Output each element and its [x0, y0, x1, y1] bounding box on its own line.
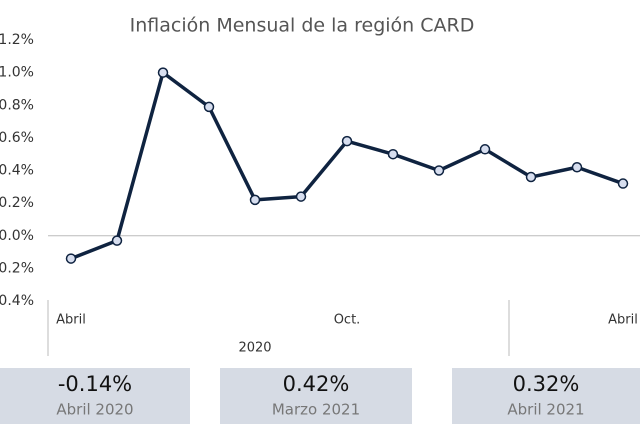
point [617, 178, 629, 189]
y-tick-label: -0.2% [0, 260, 34, 276]
point [479, 144, 491, 155]
x-tick-label: Abril [56, 313, 86, 328]
card-value: 0.32% [513, 372, 580, 396]
card-value: 0.42% [283, 372, 350, 396]
card [452, 368, 640, 424]
card-label: Abril 2021 [507, 401, 584, 419]
card-label: Marzo 2021 [272, 401, 360, 419]
y-tick-label: 0.2% [0, 195, 34, 211]
x-tick-label: Oct. [334, 313, 361, 328]
point [249, 194, 261, 206]
point [433, 165, 445, 176]
y-tick-label: 1.0% [0, 65, 34, 81]
card-label: Abril 2020 [56, 401, 133, 419]
card-value: -0.14% [58, 372, 132, 396]
y-tick-label: 0.6% [0, 130, 34, 146]
point [111, 235, 123, 246]
chart-title: Inflación Mensual de la región CARD [130, 15, 475, 37]
card [220, 368, 412, 424]
y-tick-label: -0.4% [0, 293, 34, 309]
point [387, 148, 399, 160]
x-group-label: 2020 [238, 341, 271, 356]
y-tick-label: 0.4% [0, 163, 34, 179]
point [571, 161, 583, 173]
point [157, 67, 169, 78]
y-tick-label: 0.0% [0, 228, 34, 244]
line [70, 70, 624, 261]
point [203, 101, 215, 113]
y-tick-label: 0.8% [0, 97, 34, 113]
point [295, 191, 307, 202]
card [0, 368, 190, 424]
point [341, 135, 353, 147]
point [525, 171, 537, 183]
y-tick-label: 1.2% [0, 32, 34, 48]
point [65, 253, 77, 264]
x-tick-label: Abril [608, 313, 638, 328]
